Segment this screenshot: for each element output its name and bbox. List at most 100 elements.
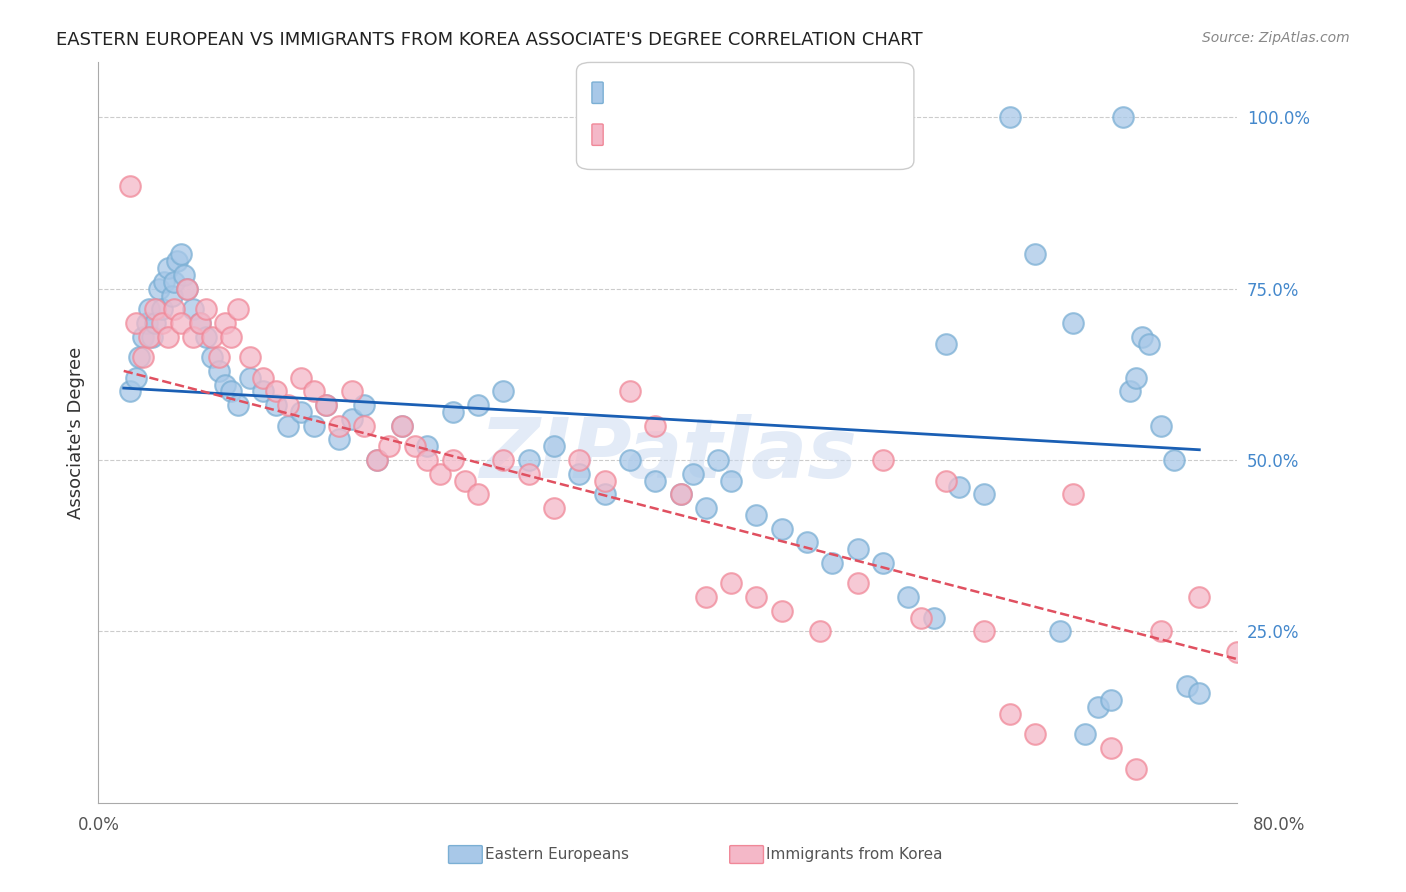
Point [872,453,894,467]
Point [1024,247,1046,261]
Point [128,350,150,364]
Point [153,275,176,289]
Point [1119,384,1142,399]
Point [163,275,186,289]
Point [125,371,148,385]
Text: Immigrants from Korea: Immigrants from Korea [766,847,943,862]
Point [340,384,363,399]
Point [239,371,262,385]
Point [517,453,540,467]
Point [568,453,591,467]
Point [998,706,1021,721]
Text: -0.260: -0.260 [633,125,688,139]
Point [619,384,641,399]
Point [188,316,211,330]
Point [366,453,388,467]
Point [429,467,451,481]
Point [157,329,180,343]
Point [145,316,167,330]
Point [467,398,489,412]
Point [170,316,193,330]
Point [1062,487,1084,501]
Point [290,405,312,419]
Point [669,487,692,501]
Point [176,282,198,296]
Point [1125,762,1147,776]
Point [644,474,666,488]
Point [543,439,565,453]
Text: N =: N = [682,125,725,139]
Point [517,467,540,481]
Point [378,439,401,453]
Point [125,316,148,330]
Point [264,384,287,399]
Point [669,487,692,501]
Point [973,487,995,501]
Point [492,453,515,467]
Point [770,604,793,618]
Point [1087,699,1109,714]
Text: 0.0%: 0.0% [77,816,120,834]
Point [593,474,616,488]
Text: Eastern Europeans: Eastern Europeans [485,847,628,862]
Point [176,282,198,296]
Point [821,556,844,570]
Point [188,316,211,330]
Point [1277,693,1299,707]
Point [195,329,218,343]
Point [277,418,299,433]
Point [214,316,236,330]
Point [872,556,894,570]
Point [543,501,565,516]
Point [132,350,155,364]
Point [120,384,142,399]
Text: N =: N = [682,84,725,98]
Point [226,398,249,412]
Point [328,433,350,447]
Point [846,576,869,591]
Text: Source: ZipAtlas.com: Source: ZipAtlas.com [1202,31,1350,45]
Point [441,453,464,467]
Point [183,329,205,343]
Point [441,405,464,419]
Point [644,418,666,433]
Point [1112,110,1135,124]
Point [745,508,768,522]
Point [1024,727,1046,741]
Point [328,418,350,433]
Point [922,610,945,624]
Point [353,418,375,433]
Point [619,453,641,467]
Point [264,398,287,412]
Point [467,487,489,501]
Point [1150,418,1173,433]
Point [166,254,188,268]
Point [138,329,160,343]
Point [1132,329,1154,343]
Point [948,480,970,494]
Point [277,398,299,412]
Point [404,439,426,453]
Point [796,535,818,549]
Point [214,377,236,392]
Point [183,302,205,317]
Point [366,453,388,467]
Point [160,288,183,302]
Point [808,624,831,639]
Point [391,418,413,433]
Point [135,316,157,330]
Point [492,384,515,399]
Point [150,316,173,330]
Point [221,329,243,343]
Point [568,467,591,481]
Point [1251,673,1274,687]
Point [935,336,957,351]
Point [195,302,218,317]
Text: EASTERN EUROPEAN VS IMMIGRANTS FROM KOREA ASSOCIATE'S DEGREE CORRELATION CHART: EASTERN EUROPEAN VS IMMIGRANTS FROM KORE… [56,31,922,49]
Point [695,590,717,604]
Point [302,418,325,433]
Point [695,501,717,516]
Text: R =: R = [602,125,636,139]
Point [1049,624,1071,639]
Point [897,590,920,604]
